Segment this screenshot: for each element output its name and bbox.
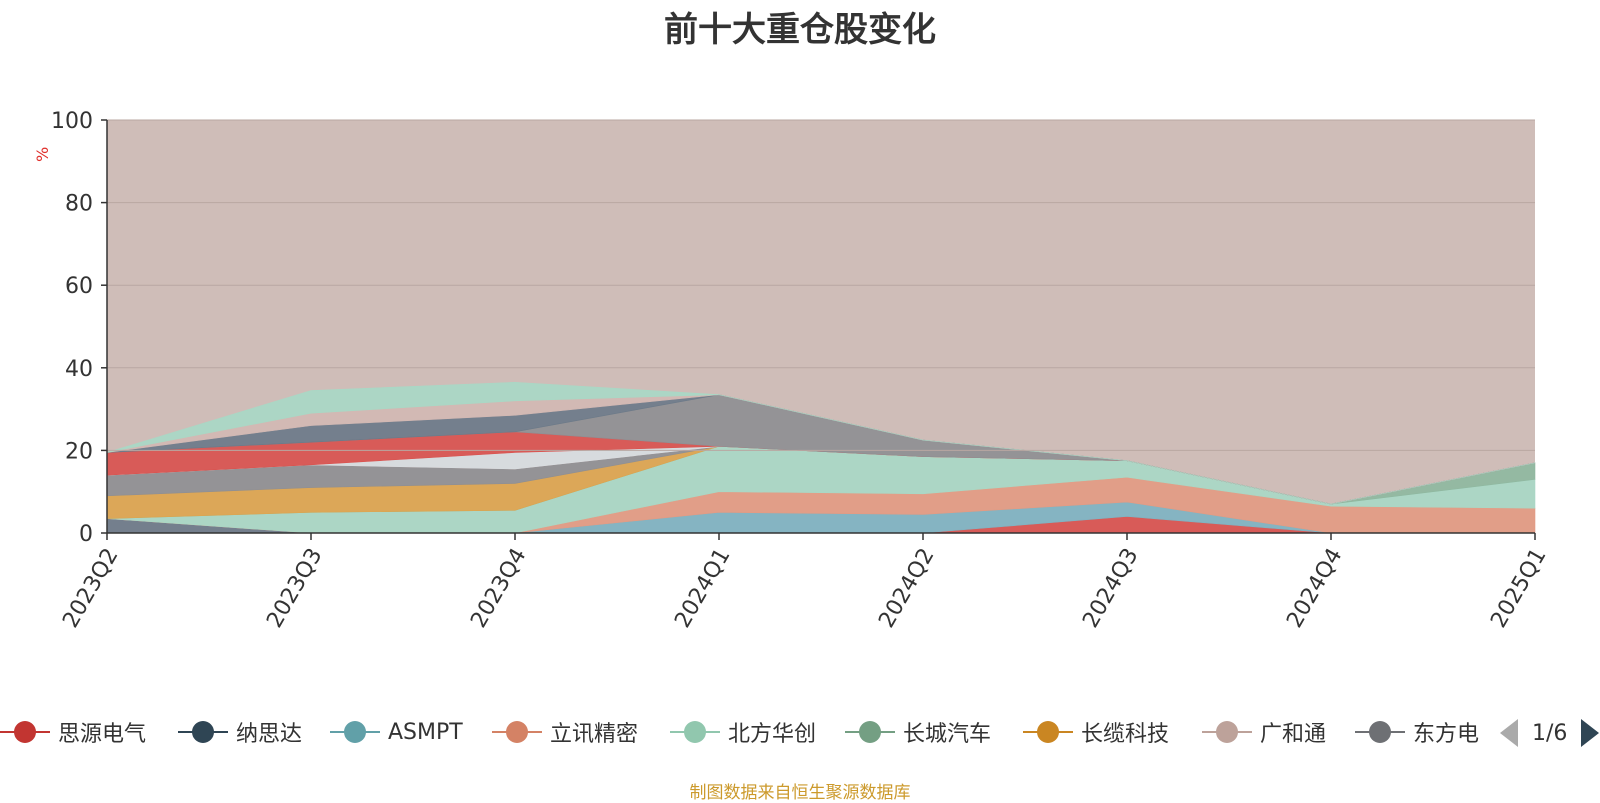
x-tick-label-2023Q2: 2023Q2 bbox=[58, 544, 123, 632]
legend-item-3[interactable]: 立讯精密 bbox=[492, 714, 638, 750]
x-tick-label-2023Q3: 2023Q3 bbox=[262, 544, 327, 632]
legend-marker-icon bbox=[492, 721, 542, 743]
legend-label: 纳思达 bbox=[236, 722, 303, 747]
legend-marker-icon bbox=[330, 721, 380, 743]
y-tick-label-0: 0 bbox=[79, 522, 93, 547]
stacked-area-chart: 0 20 40 60 80 100 2023Q2 2023Q3 2023Q4 2024Q1 2024… bbox=[33, 109, 1552, 632]
grid-lines bbox=[107, 119, 1535, 451]
x-tick-label-2023Q4: 2023Q4 bbox=[466, 544, 531, 632]
data-source-note: 制图数据来自恒生聚源数据库 bbox=[689, 783, 911, 803]
legend-label: 北方华创 bbox=[728, 722, 817, 747]
legend-marker-icon bbox=[178, 721, 228, 743]
chart-title: 前十大重仓股变化 bbox=[664, 10, 936, 50]
legend-label: 长缆科技 bbox=[1081, 722, 1170, 747]
x-tick-label-2024Q4: 2024Q4 bbox=[1282, 544, 1347, 632]
y-tick-label-20: 20 bbox=[65, 439, 93, 464]
legend-label: 东方电 bbox=[1413, 722, 1480, 747]
legend-label: ASMPT bbox=[388, 719, 463, 745]
legend-next-page-icon[interactable] bbox=[1581, 719, 1600, 747]
x-tick-label-2024Q3: 2024Q3 bbox=[1078, 544, 1143, 632]
legend-marker-icon bbox=[670, 721, 720, 743]
y-tick-label-40: 40 bbox=[65, 357, 93, 382]
y-tick-label-80: 80 bbox=[65, 192, 93, 217]
area-series-14 bbox=[106, 381, 1536, 505]
legend-marker-icon bbox=[1202, 721, 1252, 743]
x-tick-label-2024Q1: 2024Q1 bbox=[670, 544, 735, 632]
legend-item-5[interactable]: 长城汽车 bbox=[845, 714, 991, 750]
legend-item-2[interactable]: ASMPT bbox=[330, 714, 463, 750]
legend-marker-icon bbox=[1355, 721, 1405, 743]
legend-page-indicator: 1/6 bbox=[1532, 720, 1568, 746]
legend-label: 广和通 bbox=[1260, 722, 1327, 747]
legend-label: 长城汽车 bbox=[903, 722, 992, 747]
y-axis-unit: % bbox=[33, 147, 52, 162]
legend-item-7[interactable]: 广和通 bbox=[1202, 714, 1326, 750]
legend: 思源电气 纳思达 ASMPT 立讯精密 北方华创 长城汽车 长缆科技 广和通 东方电 bbox=[0, 714, 1600, 754]
legend-marker-icon bbox=[0, 721, 50, 743]
legend-marker-icon bbox=[1023, 721, 1073, 743]
legend-item-6[interactable]: 长缆科技 bbox=[1023, 714, 1169, 750]
y-tick-label-60: 60 bbox=[65, 274, 93, 299]
legend-label: 立讯精密 bbox=[550, 722, 639, 747]
legend-item-1[interactable]: 纳思达 bbox=[178, 714, 302, 750]
y-tick-label-100: 100 bbox=[51, 109, 93, 134]
legend-item-0[interactable]: 思源电气 bbox=[0, 714, 146, 750]
area-series-group bbox=[106, 381, 1536, 534]
legend-marker-icon bbox=[845, 721, 895, 743]
x-tick-label-2025Q1: 2025Q1 bbox=[1486, 544, 1551, 632]
x-tick-label-2024Q2: 2024Q2 bbox=[874, 544, 939, 632]
legend-label: 思源电气 bbox=[58, 722, 147, 747]
legend-prev-page-icon[interactable] bbox=[1500, 719, 1518, 747]
legend-pager: 1/6 bbox=[1500, 718, 1600, 748]
legend-item-4[interactable]: 北方华创 bbox=[670, 714, 816, 750]
legend-item-8[interactable]: 东方电 bbox=[1355, 714, 1479, 750]
axes bbox=[101, 119, 1536, 540]
